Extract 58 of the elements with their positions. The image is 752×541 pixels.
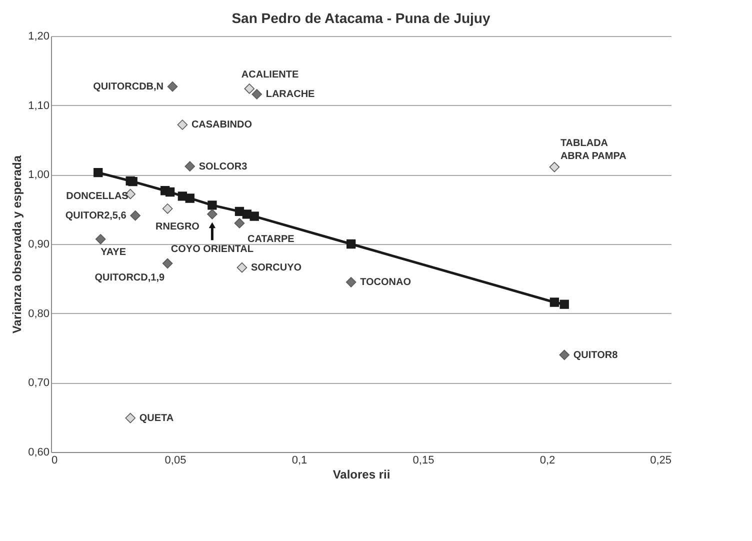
x-tick-label: 0,1 <box>292 454 308 466</box>
point <box>185 194 194 203</box>
annotation: SOLCOR3 <box>198 161 248 172</box>
annotation: DONCELLAS <box>66 191 129 202</box>
point <box>234 218 245 228</box>
point <box>165 187 175 197</box>
point <box>208 200 217 210</box>
y-tick-label: 0,80 <box>28 308 50 320</box>
point <box>184 161 196 172</box>
point <box>252 89 262 100</box>
annotation: CASABINDO <box>191 120 252 131</box>
x-tick-label: 0 <box>52 454 58 466</box>
point <box>250 212 259 221</box>
point <box>346 239 356 249</box>
annotation: CATARPE <box>247 234 295 246</box>
point <box>549 162 560 172</box>
point <box>162 258 173 269</box>
annotation: COYO ORIENTAL <box>170 244 254 256</box>
point <box>346 276 356 288</box>
point <box>162 203 173 214</box>
point <box>167 81 178 92</box>
y-tick-label: 0,60 <box>28 446 50 458</box>
y-tick-label: 1,00 <box>28 169 50 182</box>
y-tick-label: 1,20 <box>28 30 50 42</box>
point <box>130 210 140 221</box>
y-axis-title: Varianza observada y esperada <box>10 155 24 334</box>
annotation: SORCUYO <box>250 262 302 274</box>
annotation: YAYE <box>100 247 126 258</box>
x-tick-label: 0,25 <box>650 454 672 466</box>
point <box>94 168 103 178</box>
annotation: ACALIENTE <box>241 70 299 81</box>
point <box>95 234 106 244</box>
annotation: LARACHE <box>266 89 316 100</box>
point <box>128 177 138 186</box>
x-tick-label: 0,2 <box>540 454 556 466</box>
annotation: RNEGRO <box>156 222 200 233</box>
y-tick-label: 1,10 <box>28 100 50 112</box>
annotation: TABLADA ABRA PAMPA <box>560 138 626 162</box>
point <box>125 412 136 424</box>
point <box>559 350 570 360</box>
point <box>244 84 255 94</box>
x-tick-label: 0,15 <box>412 454 434 466</box>
point <box>177 120 188 130</box>
annotation: QUITOR8 <box>573 350 618 361</box>
annotation: QUITOR2,5,6 <box>65 210 127 222</box>
annotation: TOCONAO <box>360 277 412 288</box>
point <box>560 300 569 309</box>
x-axis-title: Valores rii <box>332 468 390 482</box>
chart-title: San Pedro de Atacama - Puna de Jujuy <box>232 10 490 26</box>
y-tick-label: 0,90 <box>28 238 50 250</box>
annotation: QUETA <box>139 413 174 424</box>
point <box>550 298 560 307</box>
annotation: QUITORCDB,N <box>93 82 164 93</box>
point <box>207 209 218 220</box>
y-tick-label: 0,70 <box>28 377 50 390</box>
annotation: QUITORCD,1,9 <box>94 272 165 284</box>
point <box>236 262 248 273</box>
x-tick-label: 0,05 <box>164 454 186 466</box>
